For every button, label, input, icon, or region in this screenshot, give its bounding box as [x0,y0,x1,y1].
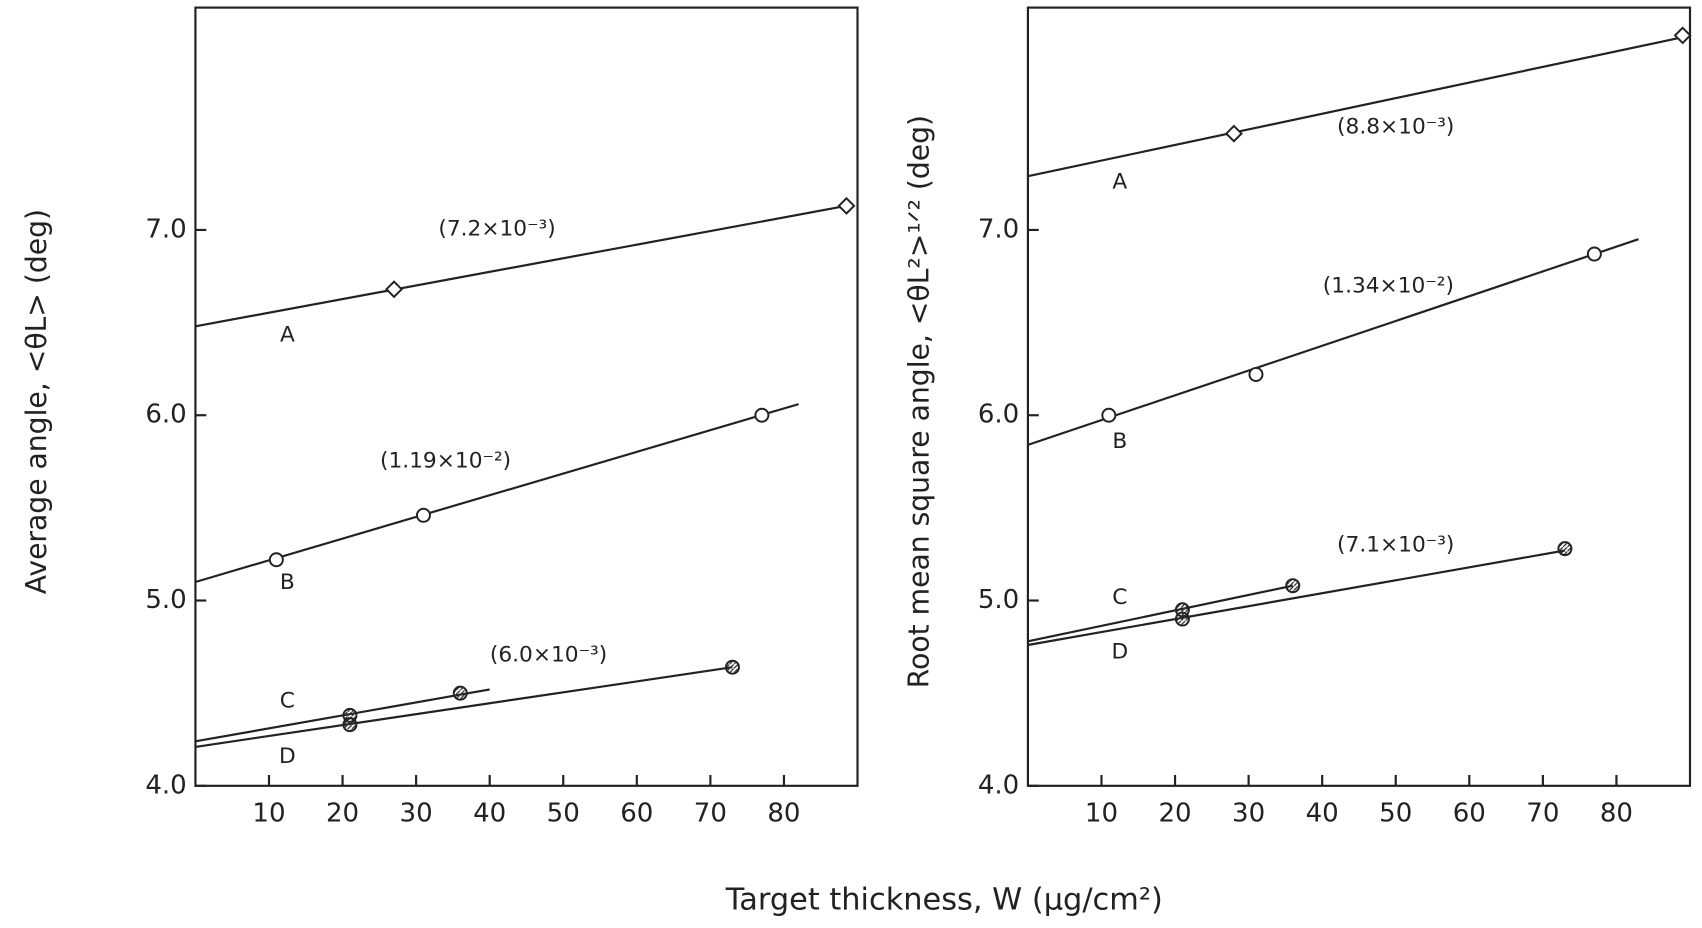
data-point [1101,407,1117,423]
data-point [1248,366,1264,382]
fit-line [195,204,847,328]
x-tick-label: 80 [1600,799,1633,829]
series-label: D [1112,640,1129,665]
data-point [1174,611,1190,627]
fit-line [1027,36,1683,178]
y-tick-label: 6.0 [145,400,186,430]
x-tick-label: 80 [767,799,800,829]
plot-frame [194,6,859,787]
y-tick-label: 5.0 [145,585,186,615]
data-point [452,685,468,701]
x-tick-label: 40 [473,799,506,829]
x-axis-title: Target thickness, W (μg/cm²) [725,882,1163,917]
series-label: D [279,744,296,769]
data-point [1557,541,1573,557]
fit-line [195,666,733,748]
data-point [415,507,431,523]
series-label: A [280,322,295,347]
data-point [754,407,770,423]
x-tick-label: 10 [1085,799,1118,829]
y-tick-label: 7.0 [978,214,1019,244]
data-point [1586,246,1602,262]
slope-annotation: (7.1×10⁻³) [1337,533,1454,558]
data-point [268,552,284,568]
slope-annotation: (1.34×10⁻²) [1323,274,1454,299]
data-point [1673,26,1692,45]
y-tick-label: 5.0 [978,585,1019,615]
data-point [1285,578,1301,594]
x-tick-label: 20 [1158,799,1191,829]
y-tick-label: 6.0 [978,400,1019,430]
series-label: A [1112,170,1127,195]
data-point [724,659,740,675]
slope-annotation: (7.2×10⁻³) [438,216,555,241]
x-tick-label: 60 [620,799,653,829]
y-axis-title: Average angle, <θL> (deg) [20,209,53,594]
x-tick-label: 10 [252,799,285,829]
x-tick-label: 40 [1306,799,1339,829]
x-tick-label: 70 [694,799,727,829]
data-point [1224,124,1243,143]
data-point [385,280,404,299]
fit-line [195,403,799,584]
data-point [837,196,856,215]
series-label: C [1112,585,1127,610]
series-label: C [280,688,295,713]
series-label: B [1112,429,1127,454]
x-tick-label: 30 [1232,799,1265,829]
x-tick-label: 30 [400,799,433,829]
slope-annotation: (6.0×10⁻³) [490,642,607,667]
y-tick-label: 4.0 [145,770,186,800]
y-tick-label: 7.0 [145,214,186,244]
data-point [342,717,358,733]
series-label: B [280,570,295,595]
x-tick-label: 50 [547,799,580,829]
fit-line [1027,238,1639,446]
plot-frame [1026,6,1692,787]
x-tick-label: 70 [1526,799,1559,829]
y-tick-label: 4.0 [978,770,1019,800]
fit-line [1027,549,1566,647]
slope-annotation: (1.19×10⁻²) [380,449,511,474]
fit-line [1027,584,1293,643]
x-tick-label: 60 [1453,799,1486,829]
x-tick-label: 20 [326,799,359,829]
slope-annotation: (8.8×10⁻³) [1337,114,1454,139]
y-axis-title: Root mean square angle, <θL²>¹ᐟ² (deg) [902,115,935,688]
x-tick-label: 50 [1379,799,1412,829]
